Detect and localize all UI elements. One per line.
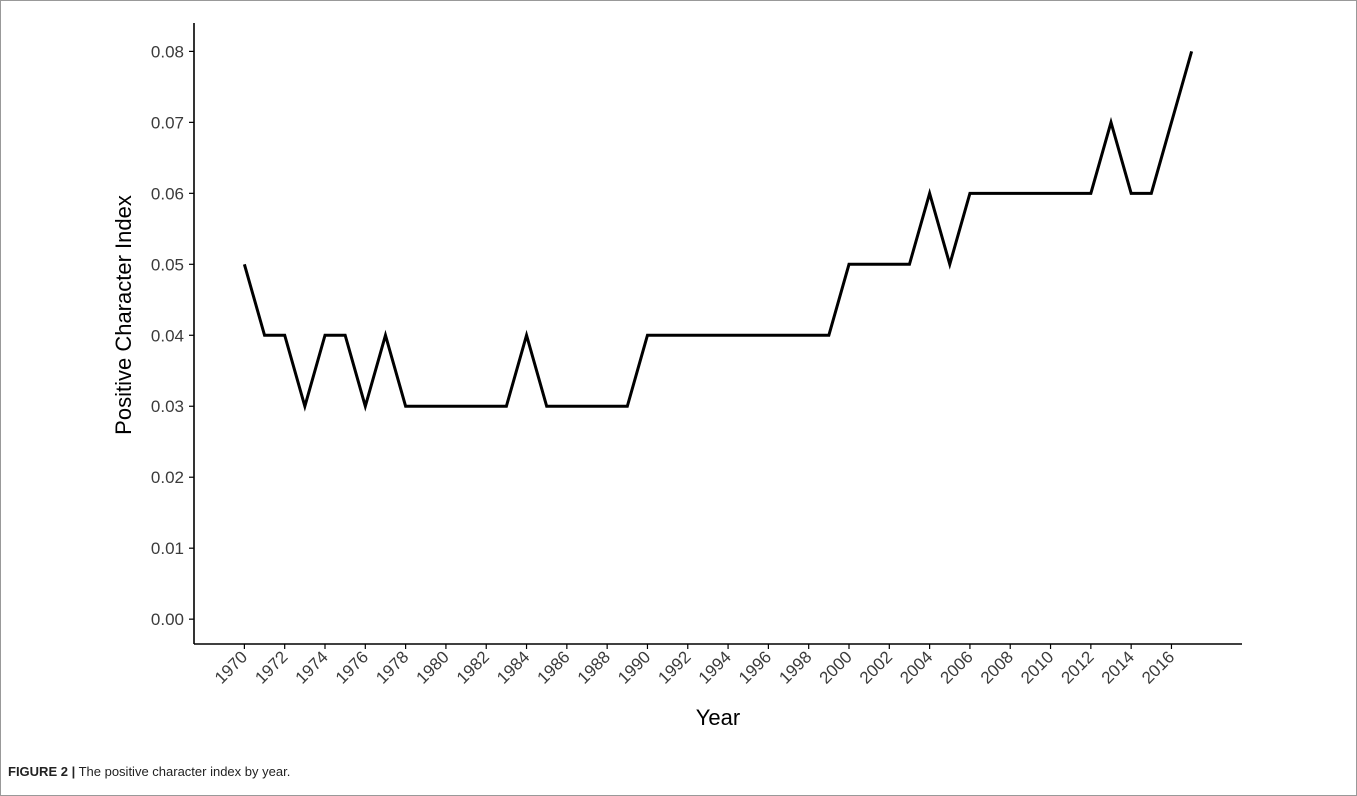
x-tick-label: 2008: [977, 647, 1017, 687]
y-tick-label: 0.03: [151, 397, 184, 416]
x-tick-label: 1994: [695, 647, 735, 687]
x-tick-label: 1972: [251, 647, 291, 687]
figure-caption-text: The positive character index by year.: [75, 764, 291, 779]
x-tick-label: 2016: [1138, 647, 1178, 687]
x-tick-label: 2012: [1057, 647, 1097, 687]
y-tick-label: 0.05: [151, 255, 184, 274]
x-tick-label: 1986: [533, 647, 573, 687]
series-layer: [242, 50, 1194, 412]
y-tick-label: 0.07: [151, 113, 184, 132]
y-axis: 0.00 0.01 0.02 0.03 0.04 0.05 0.06 0.07 0.08: [151, 23, 195, 644]
y-tick-label: 0.06: [151, 184, 184, 203]
y-tick-label: 0.08: [151, 42, 184, 61]
x-tick-label: 1984: [493, 647, 533, 687]
x-tick-label: 1982: [453, 647, 493, 687]
x-tick-label: 1970: [211, 647, 251, 687]
figure-label: FIGURE 2 |: [8, 764, 76, 779]
x-tick-label: 1974: [292, 647, 332, 687]
y-tick-label: 0.02: [151, 468, 184, 487]
x-tick-label: 1998: [775, 647, 815, 687]
y-tick-label: 0.00: [151, 610, 184, 629]
x-tick-label: 1988: [574, 647, 614, 687]
y-axis-title: Positive Character Index: [111, 195, 136, 435]
x-axis-title: Year: [696, 705, 740, 730]
x-tick-label: 1992: [654, 647, 694, 687]
x-axis: 1970 1972 1974 1976 1978 1980 1982 1984 1986 1988…: [194, 643, 1242, 688]
x-tick-label: 2006: [937, 647, 977, 687]
figure-caption: FIGURE 2 | The positive character index …: [8, 764, 290, 779]
y-tick-label: 0.04: [151, 326, 184, 345]
x-tick-label: 1978: [372, 647, 412, 687]
x-tick-label: 2010: [1017, 647, 1057, 687]
x-tick-label: 2000: [816, 647, 856, 687]
y-tick-label: 0.01: [151, 539, 184, 558]
x-tick-label: 1996: [735, 647, 775, 687]
x-tick-label: 2014: [1098, 647, 1138, 687]
x-tick-label: 1990: [614, 647, 654, 687]
x-tick-label: 1980: [413, 647, 453, 687]
line-chart: 0.00 0.01 0.02 0.03 0.04 0.05 0.06 0.07 0.08 197…: [111, 23, 1242, 730]
x-tick-label: 1976: [332, 647, 372, 687]
x-tick-label: 2002: [856, 647, 896, 687]
series-line: [242, 50, 1194, 412]
x-tick-label: 2004: [896, 647, 936, 687]
